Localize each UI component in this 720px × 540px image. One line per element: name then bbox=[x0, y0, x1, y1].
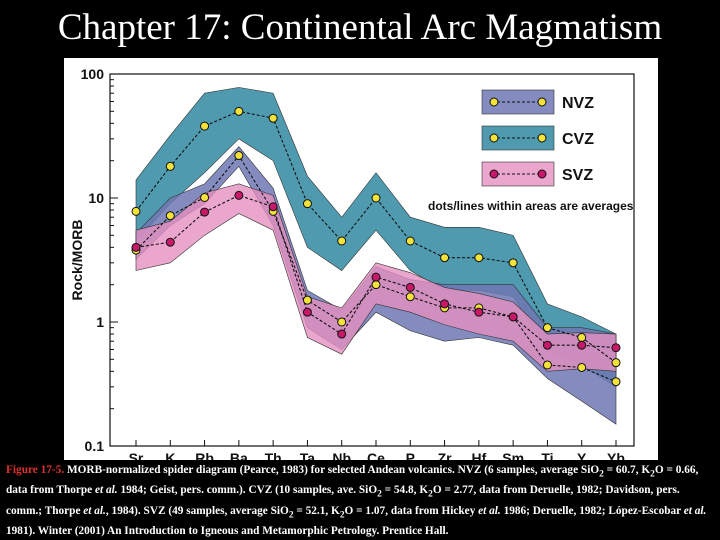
caption-text: = 52.1, K bbox=[293, 504, 340, 517]
x-tick-label: P bbox=[406, 450, 415, 460]
y-tick-label: 0.1 bbox=[85, 438, 105, 454]
data-point-svz bbox=[234, 190, 244, 200]
data-point-svz bbox=[611, 343, 621, 353]
x-tick-label: Rb bbox=[195, 450, 214, 460]
x-tick-label: Hf bbox=[471, 450, 486, 460]
x-tick-label: Ba bbox=[230, 450, 248, 460]
caption-text: = 54.8, K bbox=[381, 484, 429, 497]
data-point-svz bbox=[165, 237, 175, 247]
data-point-svz bbox=[508, 312, 518, 322]
caption-et-al: et al. bbox=[478, 504, 501, 517]
figure-caption: Figure 17-5. MORB-normalized spider diag… bbox=[6, 462, 718, 539]
data-point-cvz bbox=[577, 332, 587, 342]
caption-subscript: 2 bbox=[599, 469, 604, 480]
data-point-nvz bbox=[200, 192, 210, 202]
data-point-nvz bbox=[577, 362, 587, 372]
data-point-cvz bbox=[302, 199, 312, 209]
legend-marker-cvz bbox=[537, 133, 547, 143]
data-point-nvz bbox=[371, 280, 381, 290]
caption-text: O = 0.66, data from Thorpe bbox=[6, 464, 699, 497]
data-point-svz bbox=[268, 202, 278, 212]
plot-frame bbox=[109, 73, 635, 447]
y-tick-label: 1 bbox=[96, 314, 104, 330]
legend-marker-nvz bbox=[489, 97, 499, 107]
data-point-svz bbox=[440, 299, 450, 309]
data-point-nvz bbox=[234, 151, 244, 161]
data-point-svz bbox=[200, 207, 210, 217]
data-point-nvz bbox=[542, 360, 552, 370]
spider-diagram-figure: 0.1 1 10 100 Sr K Rb Ba Th Ta Nb Ce P Zr Hf Sm Ti Y Yb Rock… bbox=[64, 58, 658, 460]
x-tick-label: Ta bbox=[300, 450, 316, 460]
series-line-nvz bbox=[135, 154, 617, 383]
x-tick-label: Yb bbox=[607, 450, 625, 460]
caption-subscript: 2 bbox=[339, 509, 345, 520]
caption-text: MORB-normalized spider diagram (Pearce, … bbox=[64, 464, 600, 476]
caption-text: O = 1.07, data from Hickey bbox=[344, 504, 479, 517]
data-point-nvz bbox=[405, 292, 415, 302]
legend-note: dots/lines within areas are averages bbox=[428, 199, 634, 213]
caption-text: 1984; Geist, pers. comm.). CVZ (10 sampl… bbox=[117, 484, 378, 497]
series-line-cvz bbox=[135, 110, 617, 364]
data-point-svz bbox=[474, 307, 484, 317]
data-point-cvz bbox=[131, 206, 141, 216]
data-point-cvz bbox=[165, 161, 175, 171]
caption-text: 1986; Deruelle, 1982; López-Escobar bbox=[500, 504, 684, 517]
data-point-cvz bbox=[508, 258, 518, 268]
caption-figure-number: Figure 17-5. bbox=[6, 464, 65, 476]
data-point-svz bbox=[371, 272, 381, 282]
data-point-svz bbox=[577, 340, 587, 350]
data-point-svz bbox=[131, 242, 141, 252]
data-point-svz bbox=[405, 282, 415, 292]
data-point-cvz bbox=[405, 236, 415, 246]
x-tick-label: Zr bbox=[438, 450, 453, 460]
caption-text: 1981). Winter (2001) An Introduction to … bbox=[6, 524, 449, 537]
legend-marker-nvz bbox=[537, 97, 547, 107]
legend-marker-svz bbox=[489, 169, 499, 179]
legend-label-nvz: NVZ bbox=[562, 95, 594, 112]
x-tick-label: Y bbox=[577, 450, 587, 460]
data-point-cvz bbox=[200, 121, 210, 131]
caption-subscript: 2 bbox=[288, 509, 294, 520]
data-point-svz bbox=[337, 329, 347, 339]
slide-title: Chapter 17: Continental Arc Magmatism bbox=[57, 7, 663, 48]
y-tick-label: 10 bbox=[88, 190, 104, 206]
caption-et-al: et al. bbox=[683, 504, 707, 517]
data-point-cvz bbox=[611, 358, 621, 368]
data-point-svz bbox=[542, 340, 552, 350]
data-point-cvz bbox=[542, 323, 552, 333]
x-tick-label: Sm bbox=[502, 450, 524, 460]
y-axis-label: Rock/MORB bbox=[69, 220, 85, 301]
y-tick-label: 100 bbox=[81, 66, 105, 82]
x-tick-label: Nb bbox=[332, 450, 351, 460]
caption-et-al: et al. bbox=[95, 484, 118, 497]
data-point-cvz bbox=[268, 113, 278, 123]
caption-text: = 60.7, K bbox=[603, 464, 651, 476]
data-point-cvz bbox=[371, 193, 381, 203]
x-tick-label: Ti bbox=[541, 450, 553, 460]
data-point-cvz bbox=[337, 236, 347, 246]
x-tick-label: Sr bbox=[129, 450, 144, 460]
x-tick-label: Ce bbox=[367, 450, 385, 460]
caption-et-al: et al. bbox=[83, 504, 106, 517]
legend-marker-svz bbox=[537, 169, 547, 179]
x-tick-label: Th bbox=[265, 450, 282, 460]
spider-diagram-chart: 0.1 1 10 100 Sr K Rb Ba Th Ta Nb Ce P Zr Hf Sm Ti Y Yb Rock… bbox=[69, 66, 635, 460]
data-point-nvz bbox=[165, 211, 175, 221]
data-point-cvz bbox=[440, 253, 450, 263]
caption-text: , 1984). SVZ (49 samples, average SiO bbox=[105, 504, 289, 517]
caption-subscript: 2 bbox=[428, 489, 433, 500]
data-point-svz bbox=[302, 307, 312, 317]
caption-text: O = 2.77, data from Deruelle, 1982; Davi… bbox=[6, 484, 680, 517]
data-point-nvz bbox=[337, 317, 347, 327]
caption-subscript: 2 bbox=[650, 469, 655, 480]
caption-subscript: 2 bbox=[377, 489, 382, 500]
x-tick-label: K bbox=[165, 450, 175, 460]
legend-label-svz: SVZ bbox=[562, 167, 593, 184]
data-point-nvz bbox=[302, 295, 312, 305]
data-point-cvz bbox=[234, 106, 244, 116]
data-point-cvz bbox=[474, 253, 484, 263]
legend-label-cvz: CVZ bbox=[562, 131, 594, 148]
legend-marker-cvz bbox=[489, 133, 499, 143]
data-point-nvz bbox=[611, 377, 621, 387]
